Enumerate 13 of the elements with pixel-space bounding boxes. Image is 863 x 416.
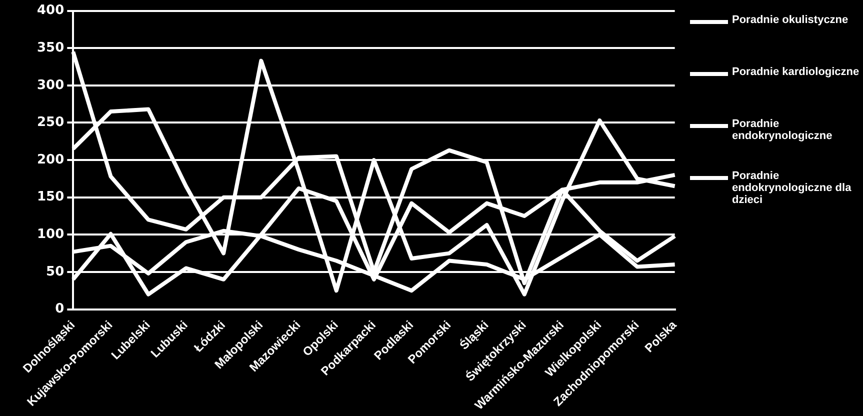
y-tick-label: 50: [46, 264, 64, 280]
legend-label: Poradnie kardiologiczne: [732, 66, 860, 78]
y-tick-label: 300: [36, 78, 64, 93]
legend-label: Poradnie endokrynologiczne: [732, 118, 834, 142]
legend-label: Poradnie okulistyczne: [732, 14, 848, 26]
y-tick-label: 250: [36, 115, 64, 130]
y-tick-label: 400: [36, 3, 64, 18]
legend-label: Poradnie endokrynologiczne dla dzieci: [732, 170, 852, 206]
y-tick-label: 100: [36, 227, 64, 242]
y-tick-label: 350: [36, 40, 64, 56]
y-tick-label: 0: [55, 302, 64, 317]
y-tick-label: 200: [36, 152, 64, 168]
y-tick-label: 150: [36, 190, 64, 205]
